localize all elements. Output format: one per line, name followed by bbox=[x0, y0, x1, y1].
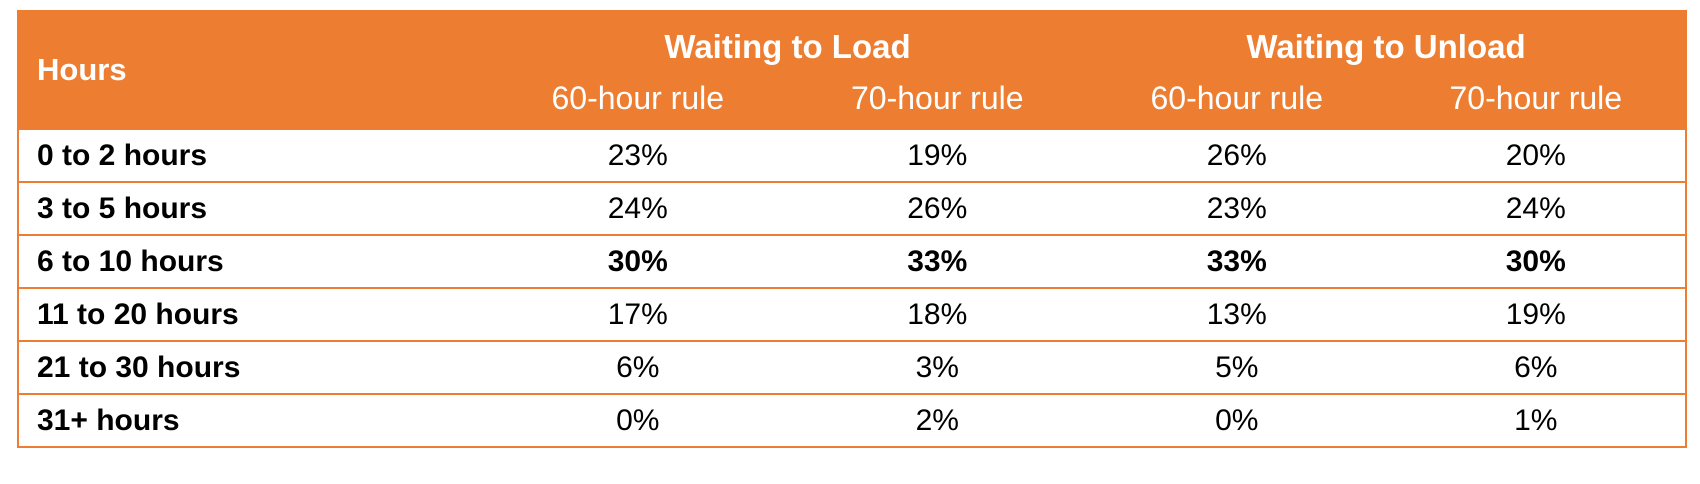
unload-70-cell: 1% bbox=[1386, 393, 1687, 447]
unload-60-cell: 23% bbox=[1087, 181, 1387, 235]
load-60-hour-rule-header: 60-hour rule bbox=[488, 68, 788, 129]
waiting-to-unload-header: Waiting to Unload bbox=[1087, 11, 1687, 68]
row-label: 11 to 20 hours bbox=[18, 287, 488, 341]
table-row-highlighted: 6 to 10 hours 30% 33% 33% 30% bbox=[18, 234, 1687, 288]
row-label: 6 to 10 hours bbox=[18, 234, 488, 288]
unload-60-hour-rule-header: 60-hour rule bbox=[1087, 68, 1387, 129]
row-label: 31+ hours bbox=[18, 393, 488, 447]
unload-70-cell: 6% bbox=[1386, 340, 1687, 394]
unload-60-cell: 5% bbox=[1087, 340, 1387, 394]
unload-70-cell: 24% bbox=[1386, 181, 1687, 235]
table-row: 31+ hours 0% 2% 0% 1% bbox=[18, 393, 1687, 447]
load-60-cell: 0% bbox=[488, 393, 788, 447]
unload-60-cell: 26% bbox=[1087, 128, 1387, 182]
waiting-hours-table: Hours Waiting to Load Waiting to Unload … bbox=[17, 10, 1688, 448]
load-70-cell: 18% bbox=[787, 287, 1088, 341]
table-row: 0 to 2 hours 23% 19% 26% 20% bbox=[18, 128, 1687, 182]
load-60-cell: 24% bbox=[488, 181, 788, 235]
unload-70-cell: 19% bbox=[1386, 287, 1687, 341]
unload-70-cell: 30% bbox=[1386, 234, 1687, 288]
load-70-hour-rule-header: 70-hour rule bbox=[787, 68, 1088, 129]
unload-60-cell: 33% bbox=[1087, 234, 1387, 288]
waiting-to-load-header: Waiting to Load bbox=[488, 11, 1088, 68]
table-row: 11 to 20 hours 17% 18% 13% 19% bbox=[18, 287, 1687, 341]
load-70-cell: 33% bbox=[787, 234, 1088, 288]
row-label: 21 to 30 hours bbox=[18, 340, 488, 394]
load-60-cell: 30% bbox=[488, 234, 788, 288]
table-header-group-row: Hours Waiting to Load Waiting to Unload bbox=[18, 11, 1687, 129]
hours-column-header: Hours bbox=[18, 11, 488, 129]
table-header-subrow: 60-hour rule 70-hour rule 60-hour rule 7… bbox=[18, 68, 1687, 129]
load-60-cell: 6% bbox=[488, 340, 788, 394]
load-70-cell: 3% bbox=[787, 340, 1088, 394]
unload-60-cell: 13% bbox=[1087, 287, 1387, 341]
load-70-cell: 19% bbox=[787, 128, 1088, 182]
load-70-cell: 2% bbox=[787, 393, 1088, 447]
load-60-cell: 23% bbox=[488, 128, 788, 182]
row-label: 3 to 5 hours bbox=[18, 181, 488, 235]
unload-70-hour-rule-header: 70-hour rule bbox=[1386, 68, 1687, 129]
load-60-cell: 17% bbox=[488, 287, 788, 341]
table-row: 21 to 30 hours 6% 3% 5% 6% bbox=[18, 340, 1687, 394]
table-row: 3 to 5 hours 24% 26% 23% 24% bbox=[18, 181, 1687, 235]
row-label: 0 to 2 hours bbox=[18, 128, 488, 182]
unload-70-cell: 20% bbox=[1386, 128, 1687, 182]
load-70-cell: 26% bbox=[787, 181, 1088, 235]
unload-60-cell: 0% bbox=[1087, 393, 1387, 447]
